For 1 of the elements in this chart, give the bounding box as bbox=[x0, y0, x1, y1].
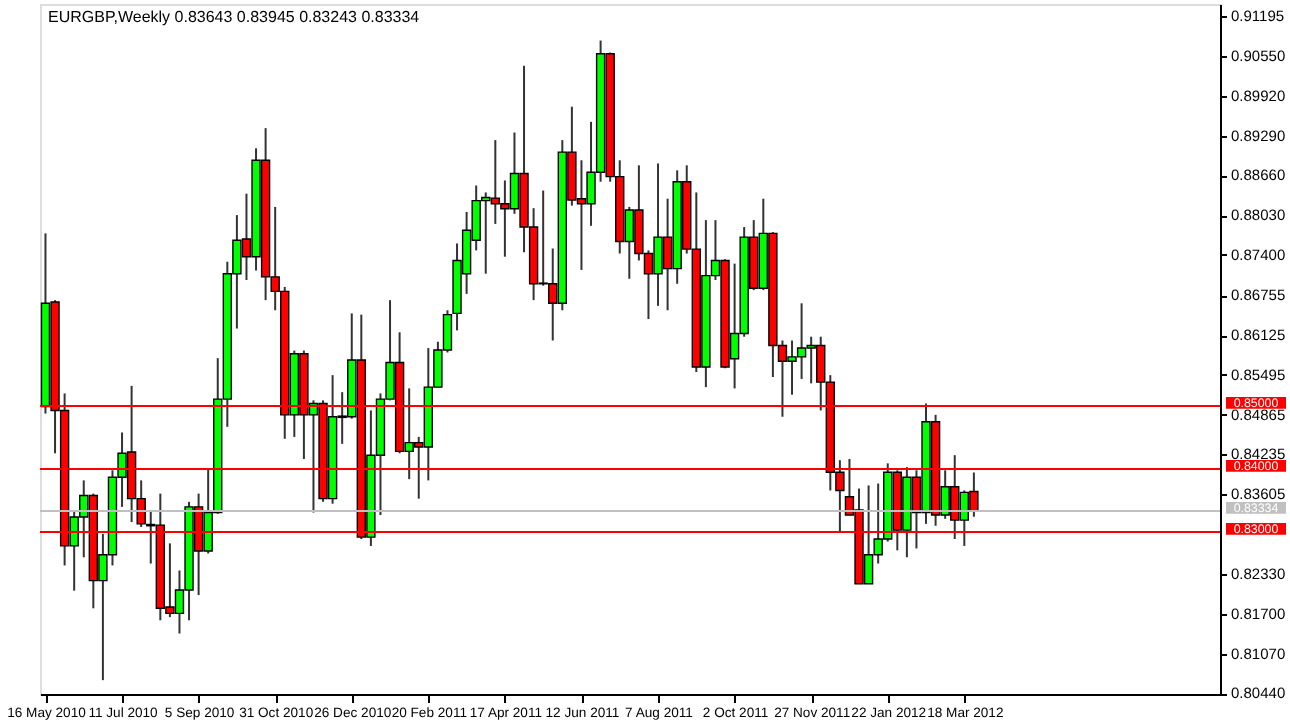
chart-title: EURGBP,Weekly 0.83643 0.83945 0.83243 0.83334 bbox=[48, 8, 421, 26]
